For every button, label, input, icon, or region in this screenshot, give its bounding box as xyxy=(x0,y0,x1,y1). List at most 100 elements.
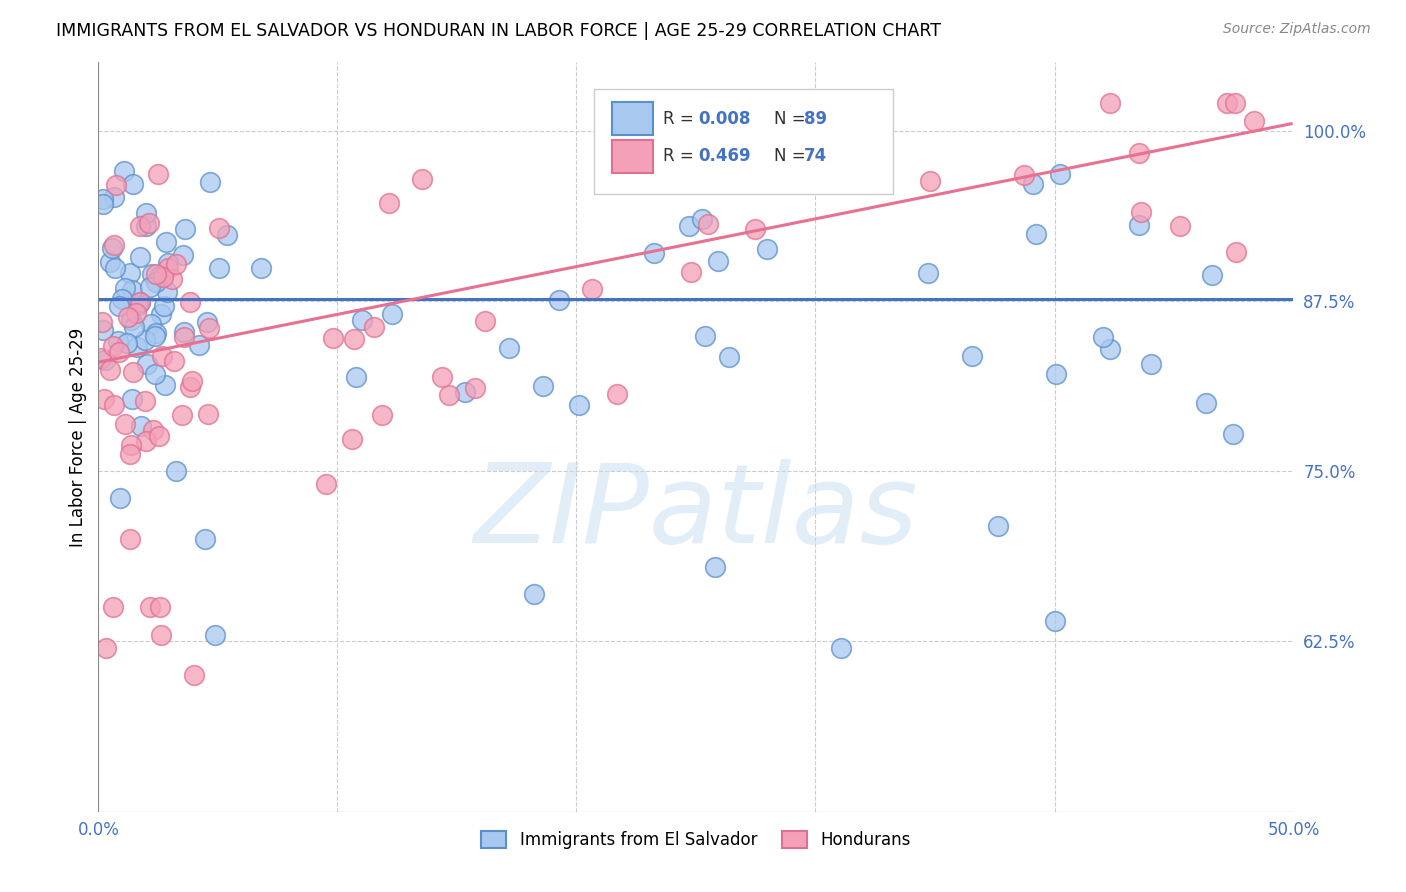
Point xyxy=(198,175,221,189)
Point xyxy=(138,215,160,229)
Point xyxy=(1223,96,1246,111)
Point xyxy=(121,365,143,379)
Point xyxy=(156,256,179,270)
Point xyxy=(744,221,766,235)
Point xyxy=(98,255,121,269)
Point xyxy=(215,228,238,243)
Point xyxy=(681,265,703,279)
Point xyxy=(104,260,127,275)
Point xyxy=(143,329,166,343)
Point xyxy=(180,375,202,389)
Point xyxy=(454,384,477,399)
Point xyxy=(581,282,603,296)
Text: IMMIGRANTS FROM EL SALVADOR VS HONDURAN IN LABOR FORCE | AGE 25-29 CORRELATION C: IMMIGRANTS FROM EL SALVADOR VS HONDURAN … xyxy=(56,22,941,40)
Point xyxy=(114,281,136,295)
Point xyxy=(717,350,740,364)
Point xyxy=(112,164,135,178)
Text: R =: R = xyxy=(662,147,699,165)
Point xyxy=(165,464,187,478)
Point xyxy=(173,330,195,344)
Point xyxy=(135,219,157,233)
Point xyxy=(162,272,184,286)
Point xyxy=(918,174,941,188)
Point xyxy=(1045,614,1067,628)
Point xyxy=(411,171,433,186)
Point xyxy=(108,491,131,506)
Point xyxy=(149,269,172,284)
Point xyxy=(145,326,167,340)
Point xyxy=(153,299,176,313)
Point xyxy=(128,251,150,265)
Point xyxy=(1201,268,1223,283)
Point xyxy=(149,307,172,321)
Point xyxy=(146,167,169,181)
Point xyxy=(91,192,114,206)
Point xyxy=(125,340,148,354)
Point xyxy=(131,418,153,433)
Point xyxy=(134,393,156,408)
Point xyxy=(117,335,139,350)
Point xyxy=(129,294,152,309)
Point xyxy=(108,345,131,359)
Point xyxy=(120,313,142,327)
Point xyxy=(150,349,173,363)
Point xyxy=(1012,168,1035,182)
Point xyxy=(1091,330,1114,344)
Text: 0.008: 0.008 xyxy=(699,110,751,128)
Point xyxy=(157,260,180,275)
Point xyxy=(135,205,157,219)
Point xyxy=(103,398,125,412)
Point xyxy=(91,315,114,329)
Point xyxy=(107,334,129,348)
Point xyxy=(103,237,125,252)
Point xyxy=(155,377,177,392)
Point xyxy=(842,153,865,168)
Point xyxy=(148,429,170,443)
Point xyxy=(378,196,401,211)
Point xyxy=(322,330,344,344)
Point xyxy=(315,477,337,491)
Point xyxy=(1098,96,1121,111)
Point xyxy=(1216,96,1239,111)
Point xyxy=(756,242,779,256)
Point xyxy=(155,235,177,249)
Point xyxy=(155,285,177,299)
Point xyxy=(437,387,460,401)
Point xyxy=(1045,367,1067,381)
Point xyxy=(703,559,725,574)
Point xyxy=(172,409,194,423)
Point xyxy=(129,294,152,309)
Point xyxy=(103,189,125,203)
Point xyxy=(568,399,591,413)
Point xyxy=(141,267,163,281)
Point xyxy=(163,354,186,368)
Point xyxy=(114,417,136,431)
Point xyxy=(1022,177,1045,191)
Point xyxy=(960,349,983,363)
Point xyxy=(344,370,367,384)
Point xyxy=(96,641,118,656)
Point xyxy=(340,432,363,446)
Text: 0.469: 0.469 xyxy=(699,147,751,165)
Point xyxy=(810,132,832,146)
Point xyxy=(134,333,156,347)
Point xyxy=(179,380,201,394)
Point xyxy=(343,332,366,346)
Text: 89: 89 xyxy=(804,110,827,128)
Point xyxy=(165,258,187,272)
Point xyxy=(152,270,174,285)
Point xyxy=(121,438,143,452)
FancyBboxPatch shape xyxy=(595,88,893,194)
Point xyxy=(207,220,229,235)
Point xyxy=(94,352,117,367)
Point xyxy=(172,248,194,262)
Point xyxy=(1194,396,1216,410)
Point xyxy=(987,518,1010,533)
Point xyxy=(1243,114,1265,128)
Point xyxy=(194,533,217,547)
Point xyxy=(108,299,131,313)
Point xyxy=(121,283,143,297)
Point xyxy=(363,320,385,334)
Point xyxy=(197,407,219,421)
Point xyxy=(1128,218,1150,232)
